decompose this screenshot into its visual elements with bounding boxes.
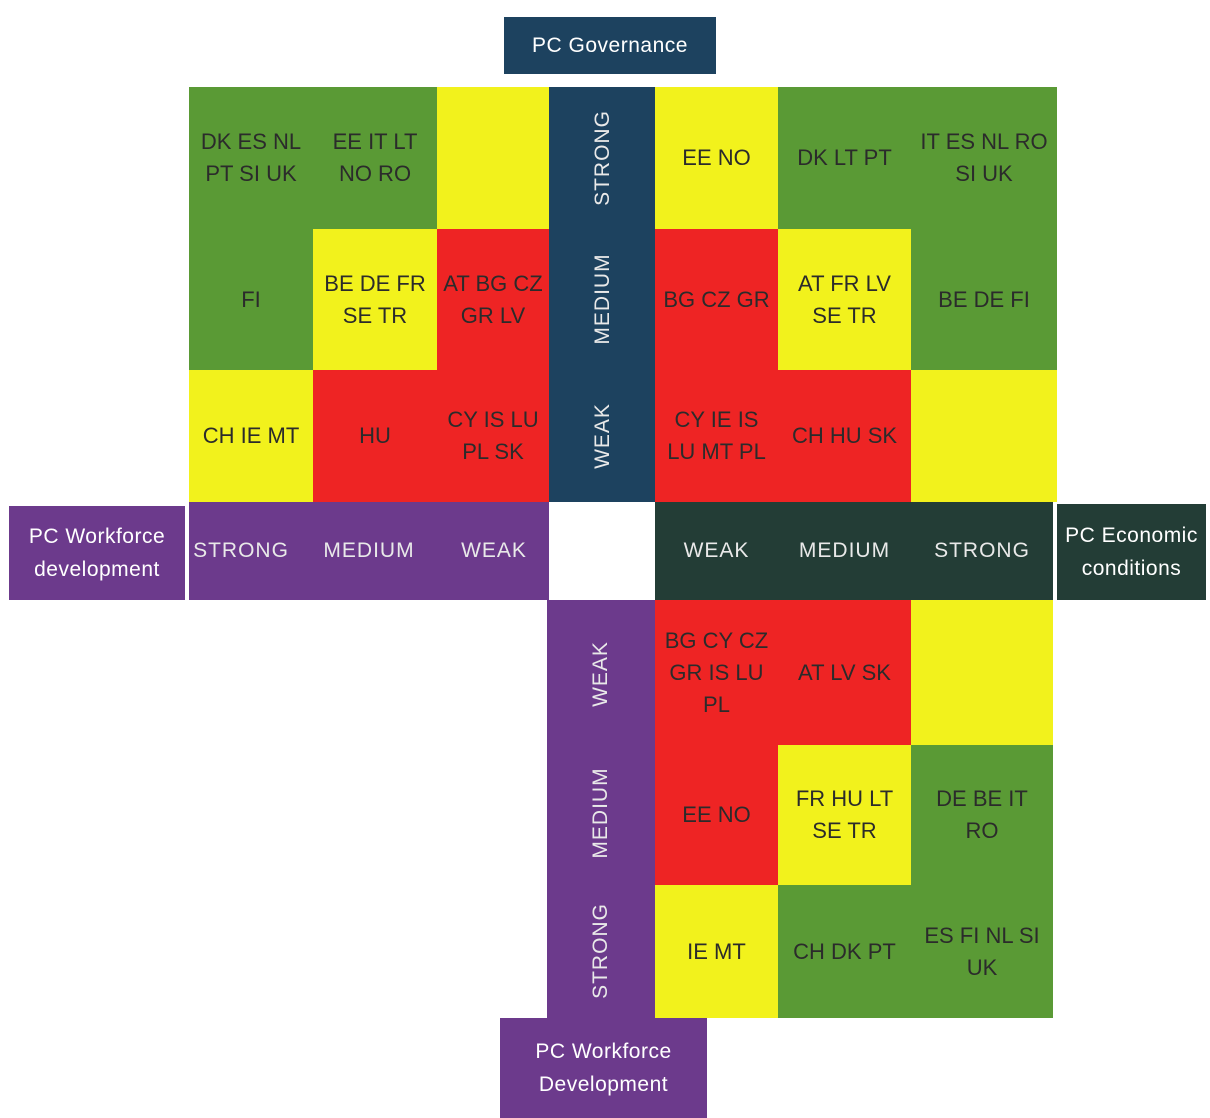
workforce-bottom-title-line1: PC Workforce [535,1040,672,1063]
workforce-left-title: PC Workforce development [9,506,185,600]
tr-cell-r3c2: CH HU SK [778,370,911,502]
tl-cell-r3c1: CH IE MT [189,370,313,502]
economic-weak-label: WEAK [683,539,750,562]
tl-cell-r1c1: DK ES NL PT SI UK [189,87,313,229]
tl-cell-r2c2: BE DE FR SE TR [313,229,437,370]
governance-medium-label: MEDIUM [591,253,614,345]
governance-weak-label: WEAK [591,403,614,469]
economic-axis-band [655,502,1053,600]
br-cell-r2c1: EE NO [655,745,778,885]
workforce-strong-label: STRONG [193,539,289,562]
tr-cell-r2c3: BE DE FI [911,229,1057,370]
governance-strong-label: STRONG [591,110,614,206]
economic-title-line1: PC Economic [1065,524,1198,547]
br-cell-r3c3: ES FI NL SI UK [911,885,1053,1018]
economic-medium-label: MEDIUM [798,539,891,562]
br-cell-r1c2: AT LV SK [778,600,911,745]
governance-title: PC Governance [504,17,716,74]
br-cell-r2c3: DE BE IT RO [911,745,1053,885]
economic-title-line2: conditions [1081,557,1182,580]
workforce-vertical-weak-label: WEAK [589,641,612,707]
workforce-left-title-line1: PC Workforce [28,525,166,548]
br-cell-r3c1: IE MT [655,885,778,1018]
workforce-vertical-strong-label: STRONG [589,903,612,999]
economic-title: PC Economic conditions [1057,504,1206,600]
br-cell-r3c2: CH DK PT [778,885,911,1018]
governance-axis-bar [549,87,655,502]
tr-cell-r1c1: EE NO [655,87,778,229]
tl-cell-r1c2: EE IT LT NO RO [313,87,437,229]
workforce-axis-band [189,502,549,600]
tl-cell-r1c3 [437,87,549,229]
tl-cell-r3c2: HU [313,370,437,502]
workforce-vertical-medium-label: MEDIUM [589,767,612,859]
workforce-medium-label: MEDIUM [323,539,415,562]
workforce-bottom-title: PC Workforce Development [500,1018,707,1118]
tl-cell-r3c3: CY IS LU PL SK [437,370,549,502]
tl-cell-r2c1: FI [189,229,313,370]
br-cell-r2c2: FR HU LT SE TR [778,745,911,885]
workforce-weak-label: WEAK [461,539,527,562]
tr-cell-r2c1: BG CZ GR [655,229,778,370]
tr-cell-r1c3: IT ES NL RO SI UK [911,87,1057,229]
tr-cell-r1c2: DK LT PT [778,87,911,229]
governance-title-text: PC Governance [532,33,688,57]
br-cell-r1c1: BG CY CZ GR IS LU PL [655,600,778,745]
economic-strong-label: STRONG [934,539,1030,562]
workforce-bottom-title-line2: Development [538,1073,669,1096]
tr-cell-r3c1: CY IE IS LU MT PL [655,370,778,502]
tr-cell-r2c2: AT FR LV SE TR [778,229,911,370]
tr-cell-r3c3 [911,370,1057,502]
tl-cell-r2c3: AT BG CZ GR LV [437,229,549,370]
workforce-left-title-line2: development [34,558,160,581]
br-cell-r1c3 [911,600,1053,745]
workforce-vertical-axis-bar [547,600,655,1018]
